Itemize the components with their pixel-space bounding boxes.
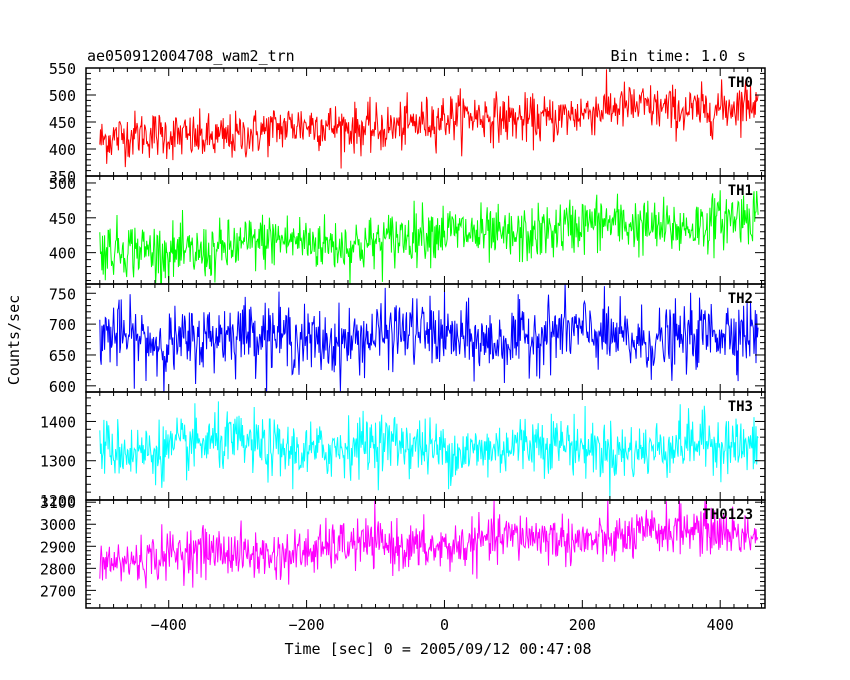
- y-tick-label: 1400: [40, 413, 76, 431]
- y-tick-label: 400: [49, 245, 76, 263]
- y-tick-label: 1200: [40, 492, 76, 510]
- y-tick-label: 550: [49, 60, 76, 78]
- y-tick-label: 650: [49, 347, 76, 365]
- panel-label-th1: TH1: [728, 183, 753, 199]
- y-tick-label: 1300: [40, 453, 76, 471]
- y-tick-label: 2800: [40, 560, 76, 578]
- x-tick-label: 200: [569, 616, 596, 634]
- series-th3-trace: [99, 401, 759, 500]
- y-tick-label: 450: [49, 210, 76, 228]
- x-tick-label: 0: [440, 616, 449, 634]
- x-tick-label: −400: [151, 616, 187, 634]
- x-axis-label: Time [sec] 0 = 2005/09/12 00:47:08: [284, 640, 591, 658]
- series-th1-trace: [99, 190, 759, 284]
- y-tick-label: 3100: [40, 494, 76, 512]
- y-tick-label: 450: [49, 114, 76, 132]
- panel-frame-th1: [85, 175, 766, 285]
- y-tick-label: 400: [49, 141, 76, 159]
- panel-label-th0123: TH0123: [702, 507, 753, 523]
- y-tick-label: 3000: [40, 516, 76, 534]
- y-tick-label: 2900: [40, 538, 76, 556]
- bin-time-label: Bin time: 1.0 s: [611, 47, 746, 65]
- y-axis-label: Counts/sec: [5, 295, 23, 385]
- panels-group: TH0 350 400 450 500 550 TH1 400 450 500 TH2 600 650 7…: [40, 60, 766, 634]
- chart-title: ae050912004708_wam2_trn: [87, 47, 295, 65]
- y-tick-label: 500: [49, 87, 76, 105]
- series-th0-trace: [99, 69, 759, 169]
- series-th2-trace: [99, 284, 759, 392]
- y-tick-label: 350: [49, 168, 76, 186]
- y-tick-label: 750: [49, 285, 76, 303]
- panel-label-th0: TH0: [728, 75, 753, 91]
- x-tick-label: −200: [289, 616, 325, 634]
- y-tick-label: 600: [49, 378, 76, 396]
- y-tick-label: 2700: [40, 582, 76, 600]
- series-th0123-trace: [99, 500, 759, 589]
- y-tick-label: 500: [49, 175, 76, 193]
- panel-label-th3: TH3: [728, 399, 753, 415]
- y-tick-label: 700: [49, 316, 76, 334]
- panel-frame-th0: [85, 67, 766, 177]
- panel-label-th2: TH2: [728, 291, 753, 307]
- panel-frame-th0123: [85, 499, 766, 609]
- x-tick-label: 400: [707, 616, 734, 634]
